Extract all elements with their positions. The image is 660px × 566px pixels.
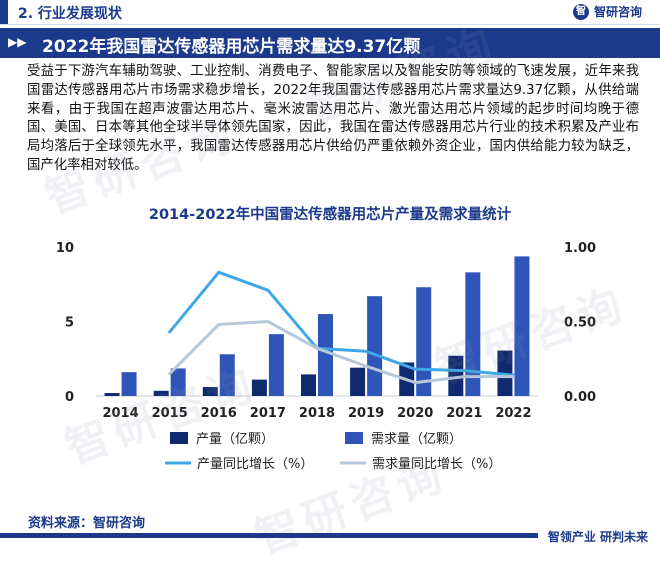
y-right-tick-label: 0.50 — [564, 316, 596, 331]
bar-demand — [170, 368, 186, 396]
chevron-right-icon: ▶▶ — [8, 35, 27, 49]
bar-production — [104, 393, 120, 396]
source-note: 资料来源：智研咨询 — [28, 516, 146, 531]
x-tick-label: 2016 — [201, 406, 237, 421]
bar-demand — [318, 314, 333, 396]
chart-svg: 0 5 10 0.00 0.50 1.00 2014 2015 2016 2017 2018 2019… — [56, 241, 596, 472]
x-tick-label: 2014 — [102, 406, 138, 421]
legend-label: 产量（亿颗） — [196, 432, 274, 447]
footer-rule — [0, 533, 538, 538]
legend-label: 产量同比增长（%） — [197, 457, 313, 472]
body-paragraph: 受益于下游汽车辅助驾驶、工业控制、消费电子、智能家居以及智能安防等领域的飞速发展… — [27, 64, 639, 173]
slogan: 智领产业 研判未来 — [547, 530, 648, 544]
x-tick-label: 2021 — [446, 406, 482, 421]
bar-production — [153, 390, 169, 396]
y-left-tick-label: 5 — [65, 316, 74, 331]
bar-production — [301, 374, 316, 396]
x-tick-label: 2015 — [152, 406, 188, 421]
x-tick-label: 2018 — [299, 406, 335, 421]
footer: 资料来源：智研咨询 智领产业 研判未来 — [0, 508, 660, 546]
headline-bar: ▶▶ 2022年我国雷达传感器用芯片需求量达9.37亿颗 — [0, 28, 660, 58]
section-title: 2. 行业发展现状 — [18, 6, 122, 22]
x-tick-label: 2020 — [397, 406, 433, 421]
headline: 2022年我国雷达传感器用芯片需求量达9.37亿颗 — [42, 37, 421, 57]
y-left-tick-label: 10 — [56, 241, 74, 256]
top-bar: 2. 行业发展现状 智 智研咨询 — [0, 0, 660, 25]
bar-demand — [367, 296, 383, 396]
x-tick-label: 2019 — [348, 406, 384, 421]
chart: 2014-2022年中国雷达传感器用芯片产量及需求量统计 0 5 10 0.00 0.5… — [0, 190, 660, 508]
legend-swatch — [170, 432, 188, 444]
chart-title: 2014-2022年中国雷达传感器用芯片产量及需求量统计 — [148, 207, 512, 223]
x-tick-label: 2022 — [495, 406, 531, 421]
legend-label: 需求量（亿颗） — [371, 432, 462, 447]
bar-production — [202, 387, 218, 396]
y-left-tick-label: 0 — [65, 390, 74, 405]
x-tick-label: 2017 — [250, 406, 286, 421]
bar-demand — [514, 256, 530, 396]
bar-production — [448, 355, 464, 396]
legend-label: 需求量同比增长（%） — [372, 457, 501, 472]
brand-logo-icon: 智 — [572, 3, 589, 20]
y-right-tick-label: 1.00 — [564, 241, 596, 256]
y-right-tick-label: 0.00 — [564, 390, 596, 405]
bar-demand — [121, 372, 137, 396]
line-production-growth — [168, 270, 515, 377]
bar-demand — [465, 272, 481, 396]
brand-name: 智研咨询 — [593, 5, 642, 19]
brand: 智 智研咨询 — [572, 3, 642, 20]
bar-demand — [219, 354, 235, 396]
legend-swatch — [345, 432, 363, 444]
section-marker — [0, 0, 8, 24]
bar-production — [350, 367, 366, 396]
bar-production — [251, 379, 267, 396]
line-demand-growth — [168, 320, 515, 385]
bar-demand — [268, 334, 284, 396]
